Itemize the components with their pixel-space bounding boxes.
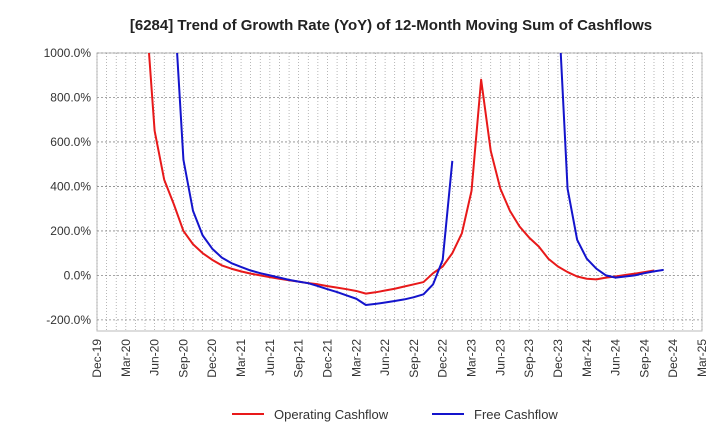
y-tick-label: 600.0% <box>50 135 91 149</box>
x-tick-label: Sep-24 <box>637 339 651 378</box>
x-tick-label: Mar-22 <box>349 339 363 377</box>
y-tick-label: 1000.0% <box>44 46 92 60</box>
x-tick-label: Dec-24 <box>666 339 680 378</box>
legend: Operating Cashflow Free Cashflow <box>232 407 558 422</box>
x-tick-label: Mar-24 <box>580 339 594 377</box>
legend-label-free-cashflow: Free Cashflow <box>474 407 558 422</box>
x-tick-label: Mar-21 <box>234 339 248 377</box>
x-tick-label: Dec-23 <box>551 339 565 378</box>
x-tick-label: Dec-21 <box>320 339 334 378</box>
y-tick-label: 400.0% <box>50 179 91 193</box>
x-tick-label: Jun-23 <box>493 339 507 376</box>
x-tick-label: Dec-20 <box>205 339 219 378</box>
x-tick-label: Sep-21 <box>292 339 306 378</box>
y-tick-label: 0.0% <box>64 268 92 282</box>
series-line-free-cashflow <box>176 53 454 306</box>
x-tick-label: Mar-20 <box>119 339 133 377</box>
x-tick-label: Sep-23 <box>522 339 536 378</box>
x-tick-label: Dec-19 <box>90 339 104 378</box>
series-line-free-cashflow <box>559 53 664 279</box>
y-tick-label: 200.0% <box>50 224 91 238</box>
x-tick-label: Jun-21 <box>263 339 277 376</box>
x-tick-label: Sep-22 <box>407 339 421 378</box>
series-line-operating-cashflow <box>148 53 655 295</box>
y-tick-label: 800.0% <box>50 90 91 104</box>
plot-area <box>96 52 703 332</box>
x-tick-label: Jun-24 <box>609 339 623 376</box>
chart-title: [6284] Trend of Growth Rate (YoY) of 12-… <box>130 17 652 34</box>
series-layer <box>148 53 664 306</box>
y-tick-label: -200.0% <box>46 313 91 327</box>
x-tick-label: Jun-22 <box>378 339 392 376</box>
x-tick-label: Sep-20 <box>176 339 190 378</box>
legend-label-operating-cashflow: Operating Cashflow <box>274 407 389 422</box>
x-tick-label: Dec-22 <box>436 339 450 378</box>
x-tick-label: Jun-20 <box>148 339 162 376</box>
axis-layer: 1000.0% 800.0% 600.0% 400.0% 200.0% 0.0% -200.… <box>44 46 709 378</box>
x-tick-label: Mar-25 <box>695 339 709 377</box>
x-tick-label: Mar-23 <box>465 339 479 377</box>
grid-layer <box>96 52 703 332</box>
